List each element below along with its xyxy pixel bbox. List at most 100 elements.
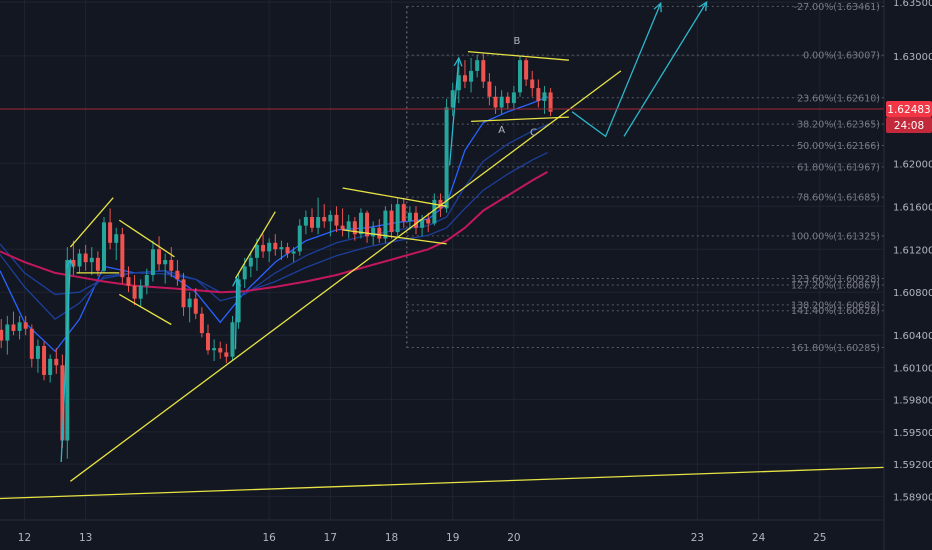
projection-arrow[interactable] [623,1,708,137]
projection-arrow[interactable] [571,2,662,138]
wave-label-A: A [498,125,505,136]
candle-body [444,107,449,209]
candle-body [414,212,418,228]
price-tick-label: 1.63500 [893,0,932,9]
price-tick-label: 1.60400 [893,331,932,342]
candle-body [371,227,376,237]
candle-body [493,96,498,108]
candle-body [456,75,461,91]
time-tick-label: 19 [446,532,459,544]
candle-body [65,260,70,441]
trendline[interactable] [70,70,622,482]
moving-averages [0,96,548,353]
candle-body [420,219,425,228]
fib-level-label: 141.40%(1.60628) [791,306,880,317]
price-tick-label: 1.60100 [893,363,932,374]
candle-body [291,251,296,254]
projection-arrow[interactable] [448,57,460,166]
candle-body [212,348,217,351]
time-axis[interactable]: 12 13 16 17 18 19 20 23 24 25 [18,532,827,544]
candle-body [352,221,357,235]
price-tag-box [886,101,932,117]
fib-level-label: 138.20%(1.60682) [791,300,880,311]
candle-body [285,247,290,254]
candle-body [499,96,504,108]
candle-body [530,79,535,89]
candle-body [23,322,28,329]
wave-labels: B A C [498,36,537,138]
candle-body [340,225,345,230]
moving-average-line [0,124,548,320]
trendline[interactable] [118,219,175,258]
trendline[interactable] [234,211,276,279]
candle-body [536,88,541,101]
moving-average-line [0,171,548,294]
fib-level-label: 100.00%(1.61325) [791,231,880,242]
candle-body [42,345,47,375]
candle-body [206,333,210,351]
candle-body [316,217,321,228]
candle-body [114,234,119,243]
trendline[interactable] [69,197,114,248]
wave-label-B: B [514,36,521,47]
candle-body [322,217,327,222]
moving-average-line [0,96,548,353]
price-tick-label: 1.61200 [893,245,932,256]
trendline[interactable] [118,293,172,326]
projection-arrows[interactable] [60,0,708,463]
candle-body [407,212,412,222]
trendline[interactable] [467,50,569,61]
time-tick-label: 24 [752,532,766,544]
candle-body [144,275,149,286]
price-tick-label: 1.61600 [893,202,932,213]
candle-body [518,60,522,93]
candle-body [187,298,192,308]
fib-level-label: 61.80%(1.61967) [797,162,880,173]
price-tick-label: 1.59800 [893,396,932,407]
wave-label-C: C [530,127,537,138]
candle-body [5,324,10,341]
candle-body [126,277,131,286]
candle-body [432,199,437,224]
candle-body [169,260,174,271]
candle-body [511,92,516,104]
candle-body [102,222,106,271]
candle-body [365,212,370,237]
trendline[interactable] [471,116,569,123]
candle-body [389,210,394,233]
candle-body [261,244,266,252]
price-axis[interactable]: 1.63500 1.63000 1.62000 1.61600 1.61200 1.608… [893,0,932,503]
fib-level-label: -27.00%(1.63461) [794,2,880,13]
candle-body [193,298,198,314]
fibonacci-retracement[interactable]: -27.00%(1.63461) 0.00%(1.63007) 23.60%(1.6… [406,2,884,354]
projection-arrow[interactable] [234,278,238,350]
candle-body [236,279,241,323]
countdown-timer: 24:08 [894,120,924,132]
candle-body [71,260,76,267]
candle-body [334,214,339,226]
trendline[interactable] [342,229,447,245]
projection-arrow[interactable] [60,259,72,463]
trendlines[interactable] [0,50,885,500]
fib-level-label: 127.20%(1.60867) [791,281,880,292]
fib-level-label: 0.00%(1.63007) [803,51,880,62]
candle-body [401,204,406,222]
time-tick-label: 18 [385,532,398,544]
trendline[interactable] [342,187,447,207]
candle-body [35,345,40,359]
price-tag-value: 1.62483 [887,104,930,116]
candle-body [175,270,180,280]
candle-body [303,217,308,226]
candle-body [273,242,278,250]
trendline[interactable] [0,466,885,500]
candle-body [54,358,59,366]
projection-arrow-head [232,276,242,287]
price-tag: 1.62483 24:08 [886,101,932,133]
time-tick-label: 23 [691,532,704,544]
candle-body [524,60,529,80]
candle-body [17,322,22,331]
time-tick-label: 20 [507,532,520,544]
candle-body [199,313,204,334]
candle-body [310,217,314,228]
